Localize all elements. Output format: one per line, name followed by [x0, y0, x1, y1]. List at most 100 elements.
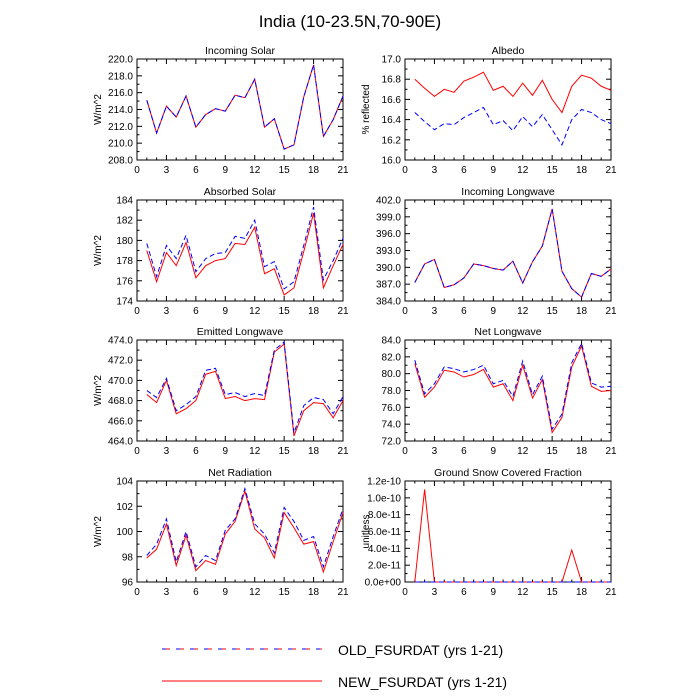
net-longwave-xtick-label: 15 — [547, 446, 559, 457]
incoming-solar-xtick-label: 6 — [193, 165, 199, 176]
ground-snow-covered-fraction-xtick-label: 15 — [547, 587, 559, 598]
net-radiation-ytick-label: 98 — [122, 552, 134, 563]
absorbed-solar-ytick-label: 182 — [116, 216, 133, 227]
incoming-longwave-ytick-label: 399.0 — [376, 212, 401, 223]
albedo-xtick-label: 15 — [547, 165, 559, 176]
net-longwave-xtick-label: 12 — [517, 446, 529, 457]
absorbed-solar-ytick-label: 180 — [116, 236, 133, 247]
ground-snow-covered-fraction-frame — [404, 480, 612, 583]
net-longwave-xtick-label: 9 — [491, 446, 497, 457]
ground-snow-covered-fraction-title: Ground Snow Covered Fraction — [434, 467, 582, 479]
net-radiation-series-new — [146, 489, 344, 574]
ground-snow-covered-fraction-ytick-label: 4.0e-11 — [368, 544, 402, 555]
incoming-solar-series-old — [146, 64, 344, 150]
net-radiation-ytick-label: 96 — [122, 578, 134, 589]
absorbed-solar-ytick-label: 176 — [116, 276, 133, 287]
albedo-xtick-label: 12 — [517, 165, 529, 176]
ground-snow-covered-fraction-xtick-label: 12 — [517, 587, 529, 598]
emitted-longwave-title: Emitted Longwave — [197, 326, 284, 338]
incoming-solar-xtick-label: 12 — [249, 165, 261, 176]
incoming-longwave-ytick-label: 396.0 — [376, 229, 401, 240]
albedo-xtick-label: 3 — [432, 165, 438, 176]
absorbed-solar-xtick-label: 6 — [193, 306, 199, 317]
albedo-ytick-label: 16.2 — [382, 135, 402, 146]
ground-snow-covered-fraction-xtick-label: 0 — [402, 587, 408, 598]
albedo-series-new — [414, 71, 612, 114]
albedo-xtick-label: 6 — [461, 165, 467, 176]
absorbed-solar-xtick-label: 18 — [308, 306, 320, 317]
incoming-longwave-ytick-label: 387.0 — [376, 280, 401, 291]
net-radiation-ytick-label: 102 — [116, 502, 133, 513]
ground-snow-covered-fraction-ytick-label: 2.0e-11 — [368, 561, 402, 572]
absorbed-solar-series-new — [146, 213, 344, 296]
incoming-longwave-xtick-label: 15 — [547, 306, 559, 317]
ground-snow-covered-fraction-ytick-label: 0.0e+00 — [365, 578, 402, 589]
absorbed-solar-xtick-label: 9 — [223, 306, 229, 317]
albedo-title: Albedo — [492, 45, 525, 57]
net-radiation-xtick-label: 6 — [193, 587, 199, 598]
net-longwave-xtick-label: 3 — [432, 446, 438, 457]
albedo-xtick-label: 18 — [576, 165, 588, 176]
albedo-xtick-label: 0 — [402, 165, 408, 176]
emitted-longwave-ytick-label: 468.0 — [108, 396, 133, 407]
incoming-solar-xtick-label: 18 — [308, 165, 320, 176]
net-radiation-xtick-label: 3 — [164, 587, 170, 598]
incoming-longwave-title: Incoming Longwave — [461, 186, 555, 198]
absorbed-solar-frame — [136, 199, 344, 302]
emitted-longwave-ytick-label: 466.0 — [108, 416, 133, 427]
net-longwave-ytick-label: 84.0 — [382, 336, 402, 347]
ground-snow-covered-fraction-ytick-label: 8.0e-11 — [368, 510, 402, 521]
incoming-longwave-ytick-label: 402.0 — [376, 196, 401, 207]
incoming-solar-ytick-label: 212.0 — [108, 122, 133, 133]
emitted-longwave-frame — [136, 339, 344, 442]
ground-snow-covered-fraction-ytick-label: 6.0e-11 — [368, 527, 402, 538]
absorbed-solar-xtick-label: 15 — [279, 306, 291, 317]
net-longwave-series-old — [414, 341, 612, 431]
incoming-longwave-ytick-label: 390.0 — [376, 263, 401, 274]
incoming-solar-ytick-label: 216.0 — [108, 88, 133, 99]
albedo-series-old — [414, 106, 612, 146]
emitted-longwave-xtick-label: 12 — [249, 446, 261, 457]
net-longwave-ytick-label: 74.0 — [382, 420, 402, 431]
incoming-solar-ytick-label: 214.0 — [108, 105, 133, 116]
incoming-longwave-series-new — [414, 208, 612, 298]
net-radiation-xtick-label: 15 — [279, 587, 291, 598]
net-radiation-xtick-label: 9 — [223, 587, 229, 598]
absorbed-solar-xtick-label: 0 — [134, 306, 140, 317]
net-longwave-xtick-label: 0 — [402, 446, 408, 457]
incoming-longwave-xtick-label: 21 — [605, 306, 617, 317]
emitted-longwave-xtick-label: 9 — [223, 446, 229, 457]
ground-snow-covered-fraction-ytick-label: 1.2e-10 — [367, 477, 401, 488]
net-radiation-title: Net Radiation — [208, 467, 272, 479]
albedo-ytick-label: 17.0 — [382, 55, 402, 66]
panel-albedo: Albedo 0 3 6 9 12 15 18 21 16.0 16.2 16.4 16.6 16.8 17… — [361, 45, 617, 176]
net-longwave-xtick-label: 6 — [461, 446, 467, 457]
absorbed-solar-ylabel: W/m^2 — [93, 235, 104, 266]
incoming-longwave-xtick-label: 12 — [517, 306, 529, 317]
incoming-longwave-ytick-label: 393.0 — [376, 246, 401, 257]
incoming-longwave-xtick-label: 6 — [461, 306, 467, 317]
albedo-ytick-label: 16.4 — [382, 115, 402, 126]
incoming-solar-xtick-label: 3 — [164, 165, 170, 176]
absorbed-solar-ytick-label: 174 — [116, 297, 133, 308]
emitted-longwave-ytick-label: 472.0 — [108, 356, 133, 367]
emitted-longwave-series-new — [146, 343, 344, 437]
emitted-longwave-xtick-label: 21 — [337, 446, 349, 457]
panel-ground-snow-covered-fraction: Ground Snow Covered Fraction 0 3 6 9 12 15 18 21… — [361, 467, 617, 598]
emitted-longwave-ytick-label: 474.0 — [108, 336, 133, 347]
net-longwave-xtick-label: 21 — [605, 446, 617, 457]
incoming-solar-xtick-label: 9 — [223, 165, 229, 176]
absorbed-solar-xtick-label: 3 — [164, 306, 170, 317]
panel-net-longwave: Net Longwave 0 3 6 9 12 15 18 21 72.0 74.0 76.0 78.0… — [382, 326, 617, 457]
legend-new-label: NEW_FSURDAT (yrs 1-21) — [338, 674, 507, 690]
ground-snow-covered-fraction-ytick-label: 1.0e-10 — [367, 493, 401, 504]
emitted-longwave-xtick-label: 18 — [308, 446, 320, 457]
emitted-longwave-series-old — [146, 341, 344, 434]
emitted-longwave-xtick-label: 0 — [134, 446, 140, 457]
incoming-solar-ytick-label: 220.0 — [108, 55, 133, 66]
incoming-longwave-frame — [404, 199, 612, 302]
panel-emitted-longwave: Emitted Longwave 0 3 6 9 12 15 18 21 464.0 466.0 46… — [93, 326, 349, 457]
legend: OLD_FSURDAT (yrs 1-21) NEW_FSURDAT (yrs … — [162, 642, 507, 690]
panel-net-radiation: Net Radiation 0 3 6 9 12 15 18 21 96 98 100 102 104 W/… — [93, 467, 349, 598]
absorbed-solar-title: Absorbed Solar — [204, 186, 277, 198]
